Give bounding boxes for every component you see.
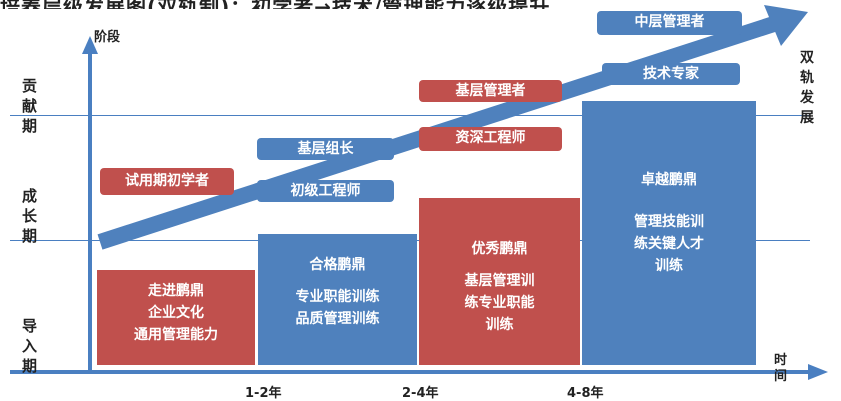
stage-onboarding: 导入期 bbox=[22, 317, 40, 375]
x-axis-arrowhead bbox=[808, 364, 828, 380]
x-tick-2: 2-4年 bbox=[402, 386, 439, 401]
y-axis-label: 阶段 bbox=[94, 30, 121, 45]
column-onboard: 走进鹏鼎 企业文化 通用管理能力 bbox=[97, 270, 255, 365]
x-tick-1: 1-2年 bbox=[245, 386, 282, 401]
y-axis-arrowhead bbox=[82, 36, 98, 54]
tag-team-leader: 基层组长 bbox=[257, 138, 394, 160]
column-qualified-title: 合格鹏鼎 bbox=[309, 257, 366, 273]
tag-junior-engineer: 初级工程师 bbox=[257, 180, 394, 202]
x-tick-3: 4-8年 bbox=[567, 386, 604, 401]
tag-senior-engineer: 资深工程师 bbox=[419, 127, 562, 151]
tag-middle-manager: 中层管理者 bbox=[597, 11, 742, 35]
column-qualified: 合格鹏鼎 专业职能训练 品质管理训练 bbox=[258, 234, 417, 365]
dual-track-label: 双轨发展 bbox=[800, 50, 816, 126]
stage-growth: 成长期 bbox=[22, 187, 40, 245]
column-onboard-title: 走进鹏鼎 bbox=[148, 283, 204, 299]
column-outstanding: 卓越鹏鼎 管理技能训 练关键人才 训练 bbox=[582, 101, 756, 365]
column-excellent-line-1: 基层管理训 bbox=[464, 273, 535, 289]
column-outstanding-title: 卓越鹏鼎 bbox=[641, 172, 697, 188]
tag-tech-expert: 技术专家 bbox=[602, 63, 740, 85]
column-outstanding-line-3: 训练 bbox=[655, 258, 683, 274]
column-excellent-title: 优秀鹏鼎 bbox=[471, 241, 528, 257]
tag-trainee: 试用期初学者 bbox=[100, 168, 234, 195]
tag-grassroots-manager: 基层管理者 bbox=[419, 80, 562, 102]
column-onboard-line-1: 企业文化 bbox=[148, 305, 204, 321]
column-qualified-line-2: 品质管理训练 bbox=[295, 311, 380, 327]
column-onboard-line-2: 通用管理能力 bbox=[134, 327, 218, 343]
divider-contribution bbox=[10, 115, 810, 116]
x-axis-label: 时间 bbox=[774, 353, 788, 384]
diagonal-arrowhead bbox=[764, 5, 808, 46]
column-excellent: 优秀鹏鼎 基层管理训 练专业职能 训练 bbox=[419, 198, 580, 365]
column-outstanding-line-1: 管理技能训 bbox=[634, 214, 704, 230]
column-qualified-line-1: 专业职能训练 bbox=[295, 289, 380, 305]
column-excellent-line-3: 训练 bbox=[485, 317, 514, 333]
column-outstanding-line-2: 练关键人才 bbox=[634, 236, 704, 252]
stage-contribution: 贡献期 bbox=[22, 77, 40, 135]
column-excellent-line-2: 练专业职能 bbox=[464, 295, 535, 311]
clipped-header-text: 培养层级发展图(双轨制)：初学者→技术/管理能力逐级提升 bbox=[0, 0, 841, 9]
